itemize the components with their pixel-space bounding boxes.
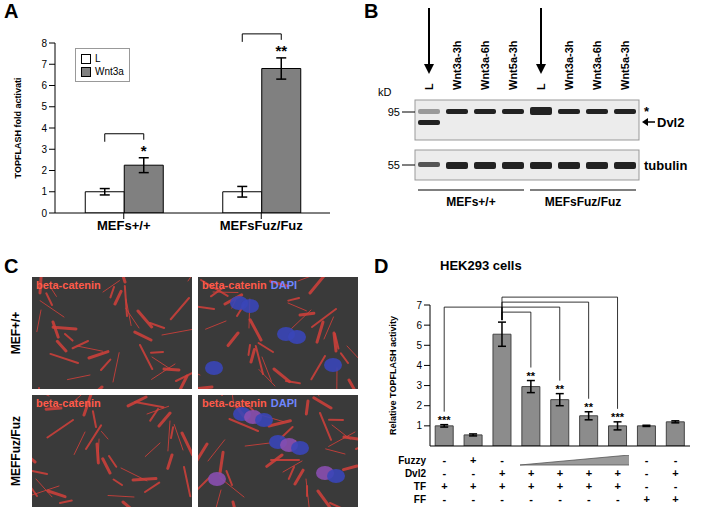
svg-text:7: 7 <box>41 59 47 70</box>
svg-text:*: * <box>141 142 147 159</box>
svg-text:Wnt5a-3h: Wnt5a-3h <box>619 40 631 90</box>
html-text:Dvl2: Dvl2 <box>404 468 426 479</box>
svg-text:***: *** <box>438 414 452 426</box>
svg-text:Wnt3a-6h: Wnt3a-6h <box>479 40 491 90</box>
svg-text:Dvl2: Dvl2 <box>657 115 684 130</box>
svg-text:4: 4 <box>416 360 422 371</box>
svg-text:MEFs+/+: MEFs+/+ <box>446 195 495 209</box>
svg-text:***: *** <box>611 411 625 423</box>
svg-text:5: 5 <box>416 340 422 351</box>
svg-text:1: 1 <box>416 420 422 431</box>
html-text:beta-catenin DAPI: beta-catenin DAPI <box>202 279 298 291</box>
html-text:beta-catenin: beta-catenin <box>36 279 101 291</box>
svg-text:5: 5 <box>41 101 47 112</box>
svg-text:L: L <box>423 83 435 90</box>
svg-text:6: 6 <box>41 80 47 91</box>
svg-text:MEFs+/+: MEFs+/+ <box>97 218 151 233</box>
svg-text:7: 7 <box>416 300 422 311</box>
svg-text:3: 3 <box>41 144 47 155</box>
svg-text:MEFsFuz/Fuz: MEFsFuz/Fuz <box>545 195 622 209</box>
html-text:C: C <box>4 255 19 277</box>
html-text:Fuzzy: Fuzzy <box>398 455 426 466</box>
html-text:Wnt3a: Wnt3a <box>95 66 124 77</box>
svg-text:tubulin: tubulin <box>644 158 687 173</box>
svg-text:2: 2 <box>416 400 422 411</box>
svg-text:kD: kD <box>378 86 392 98</box>
svg-text:0: 0 <box>41 208 47 219</box>
svg-text:4: 4 <box>41 123 47 134</box>
svg-text:**: ** <box>275 42 287 59</box>
svg-text:2: 2 <box>41 165 47 176</box>
svg-text:Wnt3a-3h: Wnt3a-3h <box>451 40 463 90</box>
html-text:beta-catenin DAPI: beta-catenin DAPI <box>202 397 298 409</box>
html-text:TF: TF <box>413 481 426 492</box>
svg-text:**: ** <box>584 401 593 413</box>
html-text:HEK293 cells: HEK293 cells <box>440 258 522 273</box>
svg-text:8: 8 <box>41 38 47 49</box>
html-text:FF: FF <box>413 494 426 505</box>
svg-text:95: 95 <box>388 106 400 118</box>
svg-text:**: ** <box>527 370 536 382</box>
svg-text:Relative TOPFLASH activity: Relative TOPFLASH activity <box>388 316 398 435</box>
svg-text:Wnt3a-6h: Wnt3a-6h <box>591 40 603 90</box>
svg-text:1: 1 <box>41 186 47 197</box>
svg-text:6: 6 <box>416 320 422 331</box>
svg-text:**: ** <box>555 383 564 395</box>
svg-text:L: L <box>535 83 547 90</box>
svg-text:55: 55 <box>388 159 400 171</box>
html-text:beta-catenin: beta-catenin <box>36 397 101 409</box>
svg-text:3: 3 <box>416 380 422 391</box>
svg-text:Wnt3a-3h: Wnt3a-3h <box>563 40 575 90</box>
html-text:MEF+/+: MEF+/+ <box>9 311 23 355</box>
html-text:B: B <box>364 0 379 22</box>
svg-text:MEFsFuz/Fuz: MEFsFuz/Fuz <box>220 218 304 233</box>
html-text:A: A <box>4 0 19 22</box>
html-text:L: L <box>95 53 101 64</box>
svg-text:Wnt5a-3h: Wnt5a-3h <box>507 40 519 90</box>
html-text:MEFFuz/Fuz: MEFFuz/Fuz <box>9 416 23 486</box>
svg-text:*: * <box>644 104 650 119</box>
svg-text:TOPFLASH fold activati: TOPFLASH fold activati <box>13 78 23 179</box>
html-text:D: D <box>374 255 389 277</box>
